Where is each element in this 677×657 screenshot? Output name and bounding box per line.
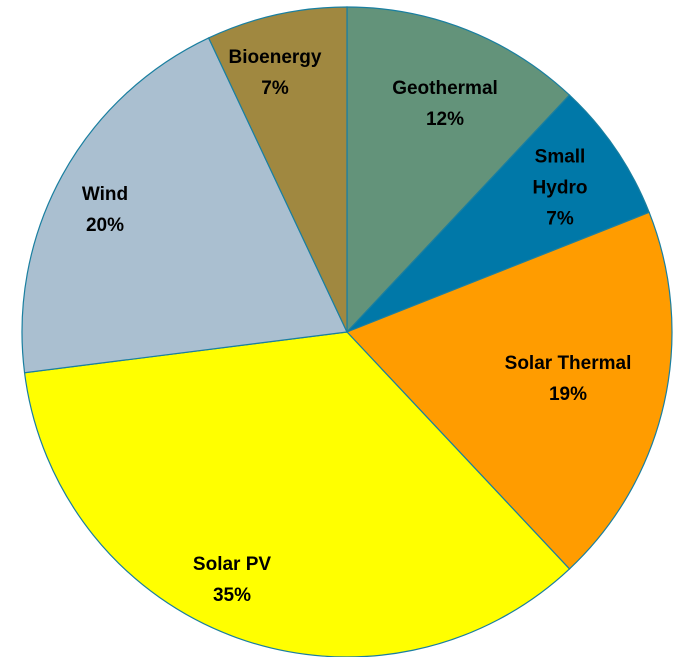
- category-label: Wind: [81, 184, 129, 205]
- value-label: 12%: [425, 109, 465, 130]
- pie-slice: [345, 211, 673, 570]
- pie-slice: [21, 37, 348, 374]
- pie-slice: [346, 94, 650, 333]
- category-label: Bioenergy: [228, 47, 322, 68]
- value-label: 19%: [548, 384, 588, 405]
- slice-label: Small Hydro 7%: [525, 142, 595, 235]
- category-label: Solar Thermal: [504, 353, 632, 374]
- value-label: 35%: [212, 585, 252, 606]
- slice-label: Geothermal 12%: [392, 73, 498, 135]
- pie-slice: [346, 6, 571, 334]
- slice-label: Solar Thermal 19%: [505, 348, 632, 410]
- slice-label: Wind 20%: [82, 179, 128, 241]
- pie-slice: [207, 6, 348, 333]
- value-label: 7%: [261, 78, 289, 99]
- category-label: Solar PV: [192, 554, 272, 575]
- value-label: 7%: [546, 208, 574, 230]
- pie-slice: [23, 331, 571, 657]
- category-label: Geothermal: [392, 78, 498, 99]
- slice-label: Solar PV 35%: [193, 549, 271, 611]
- slice-label: Bioenergy 7%: [229, 42, 322, 104]
- category-label: Small Hydro: [532, 146, 588, 199]
- value-label: 20%: [85, 215, 125, 236]
